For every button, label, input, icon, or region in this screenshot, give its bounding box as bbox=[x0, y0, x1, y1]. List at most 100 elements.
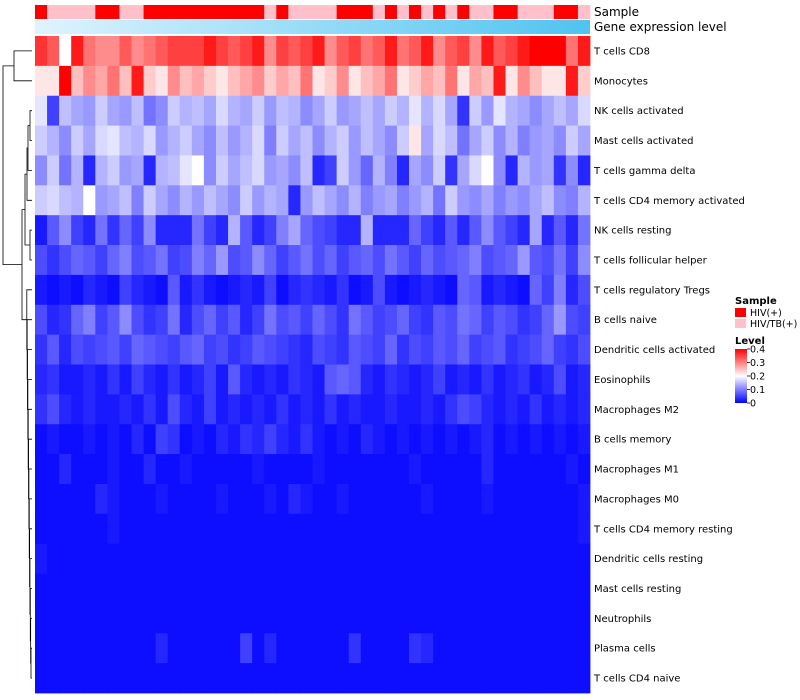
heatmap-cell bbox=[409, 424, 422, 455]
heatmap-cell bbox=[336, 394, 350, 425]
heatmap-cell bbox=[276, 633, 289, 664]
heatmap-cell bbox=[240, 155, 253, 186]
heatmap-cell bbox=[541, 633, 555, 664]
heatmap-cell bbox=[505, 603, 519, 634]
heatmap-cell bbox=[300, 245, 313, 276]
heatmap-cell bbox=[47, 334, 60, 365]
heatmap-cell bbox=[191, 454, 205, 485]
heatmap-cell bbox=[481, 185, 494, 216]
heatmap-cell bbox=[505, 633, 519, 664]
heatmap-cell bbox=[517, 304, 531, 336]
heatmap-cell bbox=[143, 454, 157, 485]
heatmap-cell bbox=[493, 125, 506, 156]
heatmap-cell bbox=[577, 334, 591, 365]
heatmap-cell bbox=[288, 454, 301, 485]
heatmap-cell bbox=[47, 65, 60, 97]
heatmap-cell bbox=[203, 633, 217, 664]
heatmap-cell bbox=[203, 483, 217, 515]
heatmap-cell bbox=[83, 185, 96, 216]
heatmap-cell bbox=[95, 573, 108, 604]
heatmap-cell bbox=[481, 454, 494, 485]
heatmap-cell bbox=[529, 95, 543, 126]
sample-annotation-cell bbox=[445, 5, 458, 19]
heatmap-cell bbox=[107, 424, 120, 455]
heatmap-cell bbox=[252, 483, 265, 515]
heatmap-cell bbox=[396, 663, 410, 694]
heatmap-cell bbox=[505, 454, 519, 485]
heatmap-cell bbox=[457, 36, 470, 67]
heatmap-cell bbox=[324, 215, 338, 246]
heatmap-cell bbox=[252, 364, 265, 395]
heatmap-cell bbox=[312, 573, 325, 604]
heatmap-cell bbox=[577, 424, 591, 455]
heatmap-cell bbox=[360, 155, 374, 186]
row-dendrogram bbox=[2, 50, 32, 679]
heatmap-cell bbox=[360, 483, 374, 515]
heatmap-cell bbox=[324, 185, 338, 216]
heatmap-cell bbox=[565, 603, 579, 634]
heatmap-cell bbox=[131, 215, 144, 246]
row-label: Eosinophils bbox=[594, 375, 650, 386]
heatmap-cell bbox=[107, 603, 120, 634]
row-label: Dendritic cells activated bbox=[594, 345, 715, 356]
heatmap-cell bbox=[191, 334, 205, 365]
heatmap-cell bbox=[336, 274, 350, 306]
heatmap-cell bbox=[433, 454, 446, 485]
heatmap-cell bbox=[215, 36, 229, 67]
heatmap-cell bbox=[167, 245, 181, 276]
heatmap-cell bbox=[276, 125, 289, 156]
heatmap-cell bbox=[300, 155, 313, 186]
heatmap-cell bbox=[264, 245, 277, 276]
heatmap-cell bbox=[119, 573, 132, 604]
heatmap-cell bbox=[179, 334, 193, 365]
heatmap-cell bbox=[541, 483, 555, 515]
heatmap-cell bbox=[264, 394, 277, 425]
heatmap-cell bbox=[481, 125, 494, 156]
heatmap-cell bbox=[469, 454, 482, 485]
heatmap-cell bbox=[300, 36, 313, 67]
heatmap-cell bbox=[348, 304, 362, 336]
sample-annotation-cell bbox=[553, 5, 567, 19]
heatmap-cell bbox=[505, 334, 519, 365]
heatmap-cell bbox=[577, 633, 591, 664]
heatmap-cell bbox=[47, 95, 60, 126]
heatmap-cell bbox=[71, 603, 84, 634]
heatmap-cell bbox=[324, 394, 338, 425]
heatmap-cell bbox=[421, 454, 434, 485]
sample-annotation-cell bbox=[83, 5, 96, 19]
heatmap-cell bbox=[396, 543, 410, 574]
heatmap-cell bbox=[312, 394, 325, 425]
heatmap-cell bbox=[155, 304, 169, 336]
heatmap-cell bbox=[59, 155, 72, 186]
heatmap-cell bbox=[481, 36, 494, 67]
heatmap-cell bbox=[191, 364, 205, 395]
heatmap-cell bbox=[288, 125, 301, 156]
heatmap-cell bbox=[276, 424, 289, 455]
heatmap-cell bbox=[529, 513, 543, 545]
heatmap-cell bbox=[541, 394, 555, 425]
row-label: B cells naive bbox=[594, 315, 657, 326]
sample-annotation-cell bbox=[59, 5, 72, 19]
heatmap-cell bbox=[252, 36, 265, 67]
heatmap-cell bbox=[155, 185, 169, 216]
heatmap-cell bbox=[288, 155, 301, 186]
heatmap-cell bbox=[517, 663, 531, 694]
heatmap-cell bbox=[264, 573, 277, 604]
heatmap-cell bbox=[131, 573, 144, 604]
heatmap-cell bbox=[553, 543, 567, 574]
heatmap-cell bbox=[541, 573, 555, 604]
heatmap-cell bbox=[59, 483, 72, 515]
heatmap-cell bbox=[505, 424, 519, 455]
sample-annotation-cell bbox=[131, 5, 144, 19]
heatmap-cell bbox=[288, 95, 301, 126]
heatmap-cell bbox=[541, 543, 555, 574]
heatmap-cell bbox=[384, 454, 398, 485]
heatmap-cell bbox=[264, 364, 277, 395]
heatmap-cell bbox=[191, 215, 205, 246]
heatmap-cell bbox=[155, 65, 169, 97]
heatmap-cell bbox=[228, 543, 241, 574]
heatmap-cell bbox=[384, 185, 398, 216]
heatmap-cell bbox=[421, 364, 434, 395]
sample-annotation-cell bbox=[360, 5, 374, 19]
heatmap-cell bbox=[396, 483, 410, 515]
